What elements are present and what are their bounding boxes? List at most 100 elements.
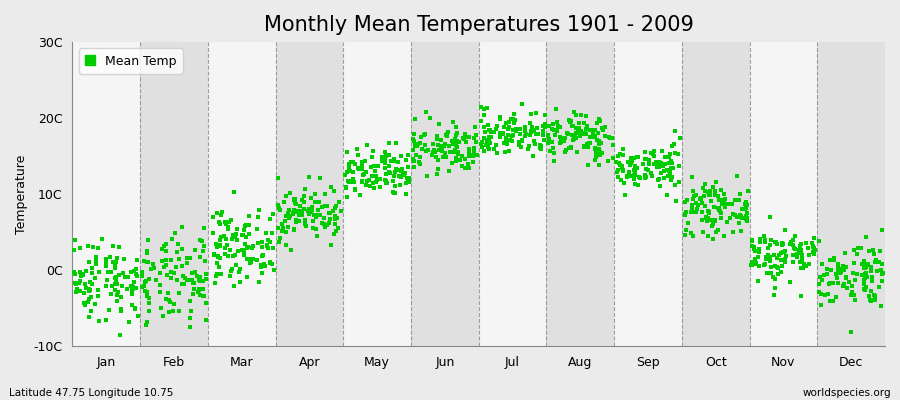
Point — [172, 256, 186, 262]
Point — [313, 212, 328, 218]
Point — [254, 262, 268, 268]
Point — [275, 221, 290, 227]
Point — [400, 180, 414, 186]
Point — [858, 258, 872, 264]
Point — [238, 241, 253, 247]
Point — [219, 220, 233, 227]
Point — [357, 158, 372, 164]
Point — [786, 236, 800, 243]
Point — [364, 164, 378, 170]
Point — [162, 309, 176, 315]
Point — [477, 112, 491, 118]
Point — [713, 208, 727, 215]
Point — [310, 206, 325, 213]
Point — [242, 213, 256, 220]
Point — [560, 130, 574, 136]
Point — [588, 157, 602, 164]
Point — [589, 144, 603, 151]
Point — [102, 306, 116, 313]
Point — [284, 246, 298, 253]
Point — [273, 235, 287, 242]
Point — [643, 161, 657, 167]
Point — [590, 120, 605, 126]
Point — [256, 261, 271, 267]
Point — [685, 174, 699, 180]
Point — [418, 142, 433, 148]
Point — [329, 215, 344, 221]
Point — [526, 124, 540, 130]
Point — [556, 138, 571, 144]
Point — [526, 153, 540, 159]
Point — [342, 179, 356, 185]
Point — [85, 270, 99, 276]
Point — [665, 160, 680, 166]
Point — [175, 245, 189, 252]
Point — [301, 208, 315, 214]
Point — [379, 171, 393, 177]
Point — [346, 176, 360, 182]
Point — [197, 292, 211, 299]
Point — [528, 141, 543, 148]
Point — [184, 315, 198, 322]
Point — [698, 188, 713, 194]
Point — [763, 264, 778, 270]
Point — [508, 128, 523, 134]
Point — [232, 269, 247, 276]
Point — [513, 131, 527, 138]
Point — [94, 236, 109, 242]
Point — [426, 148, 440, 155]
Point — [281, 224, 295, 230]
Point — [860, 262, 875, 268]
Point — [260, 243, 274, 249]
Point — [165, 236, 179, 242]
Point — [305, 206, 320, 213]
Point — [158, 296, 173, 302]
Point — [586, 131, 600, 138]
Point — [272, 204, 286, 211]
Point — [563, 118, 578, 124]
Point — [626, 157, 640, 164]
Point — [260, 237, 274, 244]
Point — [450, 138, 464, 144]
Point — [393, 168, 408, 175]
Point — [124, 288, 139, 294]
Point — [73, 269, 87, 276]
Point — [343, 168, 357, 175]
Point — [466, 152, 481, 159]
Point — [328, 204, 342, 211]
Point — [506, 116, 520, 122]
Point — [458, 165, 473, 172]
Point — [313, 175, 328, 181]
Point — [83, 279, 97, 286]
Point — [79, 284, 94, 291]
Point — [68, 247, 82, 254]
Point — [725, 228, 740, 235]
Point — [68, 271, 83, 277]
Point — [360, 142, 374, 149]
Point — [875, 261, 889, 268]
Point — [670, 198, 684, 204]
Point — [454, 152, 469, 159]
Point — [263, 260, 277, 266]
Point — [761, 245, 776, 251]
Point — [270, 202, 284, 208]
Point — [412, 154, 427, 160]
Point — [256, 252, 270, 258]
Point — [847, 260, 861, 266]
Point — [579, 130, 593, 137]
Point — [820, 271, 834, 277]
Point — [632, 174, 646, 180]
Point — [577, 130, 591, 137]
Point — [178, 275, 193, 281]
Bar — [750, 42, 817, 346]
Point — [647, 148, 662, 155]
Point — [651, 164, 665, 170]
Point — [227, 283, 241, 289]
Point — [546, 127, 561, 134]
Point — [482, 138, 497, 144]
Point — [482, 134, 496, 140]
Point — [703, 188, 717, 194]
Point — [628, 169, 643, 175]
Point — [470, 152, 484, 158]
Point — [662, 154, 677, 160]
